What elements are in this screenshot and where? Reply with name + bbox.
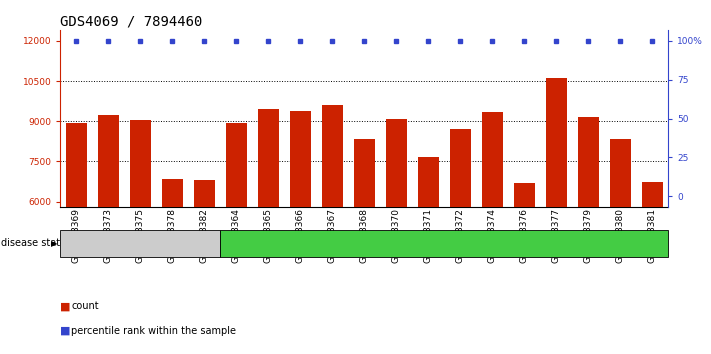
Bar	[578, 117, 599, 354]
Bar	[546, 78, 567, 354]
Bar	[642, 182, 663, 354]
Text: percentile rank within the sample: percentile rank within the sample	[71, 326, 236, 336]
Bar	[290, 110, 311, 354]
Text: disease state: disease state	[1, 238, 66, 249]
Bar	[354, 139, 375, 354]
Bar	[130, 120, 151, 354]
Bar	[226, 122, 247, 354]
Bar	[450, 129, 471, 354]
Text: GDS4069 / 7894460: GDS4069 / 7894460	[60, 15, 203, 29]
Text: ▶: ▶	[51, 239, 58, 248]
Text: count: count	[71, 301, 99, 311]
Bar	[194, 180, 215, 354]
Text: ■: ■	[60, 326, 71, 336]
Bar	[322, 105, 343, 354]
Bar	[610, 139, 631, 354]
Text: ■: ■	[60, 301, 71, 311]
Bar	[258, 109, 279, 354]
Bar	[482, 112, 503, 354]
Text: non-triple negative breast cancer: non-triple negative breast cancer	[357, 238, 532, 249]
Bar	[66, 122, 87, 354]
Bar	[514, 183, 535, 354]
Bar	[162, 179, 183, 354]
Bar	[418, 158, 439, 354]
Bar	[386, 119, 407, 354]
Text: triple negative breast cancer: triple negative breast cancer	[75, 239, 206, 248]
Bar	[98, 115, 119, 354]
